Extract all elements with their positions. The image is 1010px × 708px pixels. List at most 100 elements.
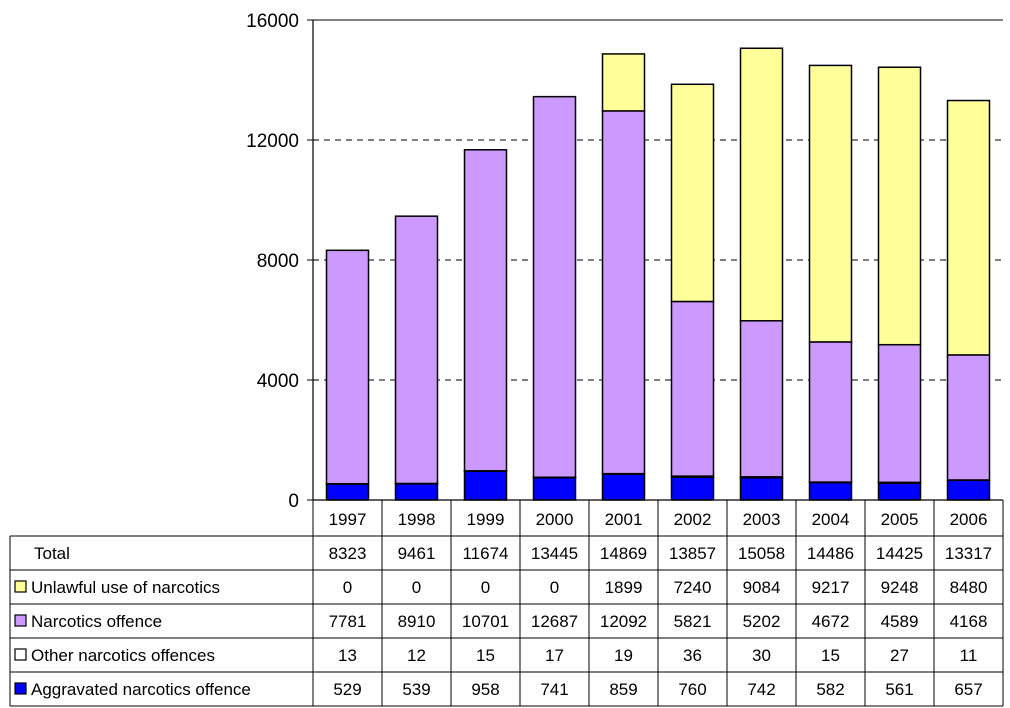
table-cell-value: 10701 [462,612,509,631]
table-cell-value: 13317 [945,544,992,563]
table-cell-value: 19 [614,646,633,665]
bar-segment [601,473,646,501]
table-cell-value: 5821 [674,612,712,631]
table-cell-value: 13445 [531,544,578,563]
bar-segment [877,343,922,484]
table-cell-value: 12 [407,646,426,665]
table-cell-value: 4168 [950,612,988,631]
table-cell-value: 4672 [812,612,850,631]
table-cell-value: 0 [412,578,421,597]
table-cell-value: 529 [333,680,361,699]
table-cell-value: 741 [540,680,568,699]
table-cell-value: 14486 [807,544,854,563]
x-category-label: 2000 [536,510,574,529]
table-cell-value: 14425 [876,544,923,563]
bar-segment [946,354,991,481]
y-tick-label: 16000 [246,11,299,32]
table-cell-value: 0 [550,578,559,597]
bar-segment [532,477,577,501]
table-cell-value: 539 [402,680,430,699]
x-category-label: 2006 [950,510,988,529]
table-cell-value: 742 [747,680,775,699]
table-cell-value: 13857 [669,544,716,563]
table-cell-value: 15 [821,646,840,665]
table-row-label: Narcotics offence [31,612,162,631]
table-cell-value: 15058 [738,544,785,563]
bar-segment [739,320,784,478]
y-tick-label: 8000 [257,251,299,272]
table-cell-value: 8910 [398,612,436,631]
x-category-label: 2001 [605,510,643,529]
y-tick-label: 12000 [246,131,299,152]
x-category-label: 1999 [467,510,505,529]
legend-key [14,682,27,695]
bar-segment [670,476,715,501]
bar-segment [946,99,991,356]
bar-segment [670,83,715,303]
bar-segment [877,482,922,501]
bar-segment [325,483,370,501]
x-category-label: 2005 [881,510,919,529]
x-category-label: 2003 [743,510,781,529]
table-cell-value: 12687 [531,612,578,631]
bar-segment [946,479,991,501]
table-cell-value: 14869 [600,544,647,563]
table-cell-value: 8323 [329,544,367,563]
table-cell-value: 11 [960,646,978,665]
bar-segment [739,476,784,501]
y-tick-label: 4000 [257,371,299,392]
bar-segment [325,249,370,485]
table-cell-value: 1899 [605,578,643,597]
table-cell-value: 5202 [743,612,781,631]
table-cell-value: 859 [609,680,637,699]
table-cell-value: 9084 [743,578,781,597]
bar-segment [463,149,508,472]
bar-segment [739,47,784,322]
table-cell-value: 9217 [812,578,850,597]
bar-segment [463,470,508,501]
table-cell-value: 17 [545,646,564,665]
bar-segment [601,53,646,112]
bar-segment [808,64,853,343]
bar-segment [601,110,646,475]
bar-segment [877,66,922,346]
table-cell-value: 9248 [881,578,919,597]
table-cell-value: 0 [481,578,490,597]
bar-segment [808,341,853,483]
y-tick-label: 0 [288,491,299,512]
table-cell-value: 7781 [329,612,367,631]
table-cell-value: 7240 [674,578,712,597]
bar-segment [808,481,853,501]
table-cell-value: 0 [343,578,352,597]
table-cell-value: 13 [338,646,357,665]
bar-segment [394,215,439,485]
table-cell-value: 15 [476,646,495,665]
x-category-label: 1997 [329,510,367,529]
legend-key [14,580,27,593]
table-cell-value: 561 [885,680,913,699]
table-cell-value: 582 [816,680,844,699]
table-cell-value: 657 [954,680,982,699]
table-cell-value: 30 [752,646,771,665]
table-cell-value: 12092 [600,612,647,631]
table-cell-value: 36 [683,646,702,665]
table-cell-value: 760 [678,680,706,699]
table-cell-value: 958 [471,680,499,699]
table-row-label: Total [34,544,70,563]
table-cell-value: 11674 [462,544,508,563]
x-category-label: 2004 [812,510,850,529]
table-cell-value: 4589 [881,612,919,631]
bar-segment [532,95,577,479]
bar-segment [394,483,439,501]
bar-segment [670,300,715,477]
table-row-label: Other narcotics offences [31,646,215,665]
x-category-label: 1998 [398,510,436,529]
table-cell-value: 9461 [398,544,436,563]
table-cell-value: 27 [890,646,909,665]
table-cell-value: 8480 [950,578,988,597]
legend-key [14,648,27,661]
table-row-label: Unlawful use of narcotics [31,578,220,597]
legend-key [14,614,27,627]
x-category-label: 2002 [674,510,712,529]
